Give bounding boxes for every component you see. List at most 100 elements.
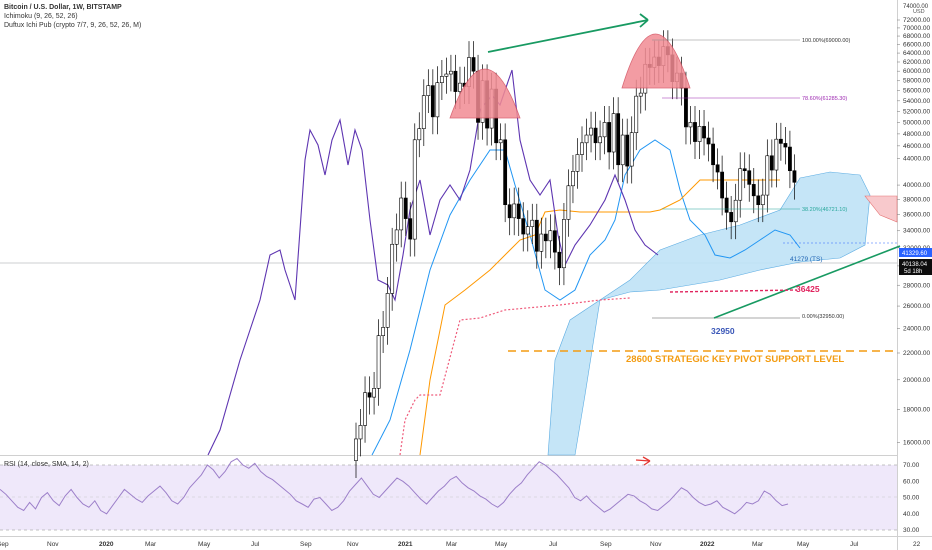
candle-body xyxy=(430,85,435,118)
time-label: Mar xyxy=(446,541,458,548)
candle-body xyxy=(684,87,688,128)
rsi-tick-label: 30.00 xyxy=(903,527,920,534)
candle-body xyxy=(575,154,580,172)
price-tick-label: 22000.00 xyxy=(903,350,930,357)
price-badge-3-text: 5d 18h xyxy=(904,269,922,275)
rsi-axis: 70.00 60.00 50.00 40.00 30.00 xyxy=(903,462,920,534)
candle-body xyxy=(706,137,711,145)
price-tick-label: 18000.00 xyxy=(903,406,930,413)
level-36425-line xyxy=(669,289,798,293)
candle-body xyxy=(611,113,616,153)
price-badge-2-text: 40138.04 xyxy=(902,262,928,268)
cup-right xyxy=(621,33,691,89)
candle-body xyxy=(625,134,630,167)
candle-body xyxy=(620,134,625,166)
time-label: 2021 xyxy=(398,541,413,548)
candle-body xyxy=(548,230,553,242)
price-tick-label: 56000.00 xyxy=(903,88,930,95)
price-tick-label: 70000.00 xyxy=(903,25,930,32)
candle-body xyxy=(598,136,602,144)
candle-body xyxy=(354,438,358,461)
candle-body xyxy=(589,127,593,136)
time-label: May xyxy=(797,541,810,548)
candle-body xyxy=(697,126,702,142)
candle-body xyxy=(765,155,770,196)
duftux-legend[interactable]: Duftux Ichi Pub (crypto 7/7, 9, 26, 52, … xyxy=(4,22,142,29)
candle-body xyxy=(747,170,752,185)
candle-body xyxy=(788,146,792,172)
price-tick-label: 44000.00 xyxy=(903,155,930,162)
rsi-series xyxy=(0,457,789,515)
candle-body xyxy=(543,233,548,242)
price-badge-2 xyxy=(899,259,932,275)
time-label: Jul xyxy=(549,541,558,548)
candle-body xyxy=(593,127,598,144)
time-label: Nov xyxy=(47,541,59,548)
candle-body xyxy=(742,168,747,172)
candle-body xyxy=(512,203,517,219)
price-tick-label: 48000.00 xyxy=(903,131,930,138)
price-tick-label: 38000.00 xyxy=(903,196,930,203)
candle-body xyxy=(688,122,693,128)
trend-arrow-top-head xyxy=(639,13,649,28)
top-price-label: 74000.00 xyxy=(903,4,929,10)
fib-382-label: 38.20%(46721.10) xyxy=(802,207,847,213)
candle-body xyxy=(562,219,566,269)
time-label: Sep xyxy=(600,541,612,548)
price-tick-label: 54000.00 xyxy=(903,98,930,105)
rsi-legend[interactable]: RSI (14, close, SMA, 14, 2) xyxy=(4,461,89,468)
candle-body xyxy=(711,143,715,166)
candle-body xyxy=(733,199,738,223)
ts-label: 41279 (TS) xyxy=(790,256,823,263)
fib-786-label: 78.60%(61285.30) xyxy=(802,96,847,102)
cup-left xyxy=(449,68,521,119)
candle-body xyxy=(729,212,734,223)
candle-body xyxy=(738,168,743,201)
rsi-tick-label: 70.00 xyxy=(903,462,920,469)
candle-body xyxy=(525,226,530,235)
ichimoku-legend[interactable]: Ichimoku (9, 26, 52, 26) xyxy=(4,13,78,20)
trend-arrow-top xyxy=(487,19,649,53)
time-label: Sep xyxy=(300,541,312,548)
price-tick-label: 20000.00 xyxy=(903,377,930,384)
candle-body xyxy=(453,70,458,92)
price-tick-label: 64000.00 xyxy=(903,50,930,57)
candle-body xyxy=(702,126,706,139)
time-label: May xyxy=(198,541,211,548)
candle-body xyxy=(381,327,386,336)
candle-body xyxy=(724,197,729,213)
time-label: Mar xyxy=(145,541,157,548)
fib-0-label: 0.00%(32950.00) xyxy=(802,314,844,320)
level-36425-label: 36425 xyxy=(796,284,820,294)
rsi-tick-label: 50.00 xyxy=(903,495,920,502)
candle-body xyxy=(417,128,422,141)
candle-body xyxy=(693,122,697,142)
candle-body xyxy=(638,92,643,97)
pivot-support-label: 28600 STRATEGIC KEY PIVOT SUPPORT LEVEL xyxy=(626,354,844,365)
candle-body xyxy=(715,164,720,173)
candle-body xyxy=(439,76,444,83)
ichimoku-cloud xyxy=(547,171,898,456)
candle-body xyxy=(580,142,584,155)
price-tick-label: 72000.00 xyxy=(903,17,930,24)
candle-body xyxy=(616,113,621,166)
candle-body xyxy=(756,195,761,206)
cloud-bullish xyxy=(547,171,871,456)
candle-body xyxy=(507,204,512,219)
candle-body xyxy=(629,132,634,167)
candle-body xyxy=(769,155,774,171)
price-tick-label: 40000.00 xyxy=(903,182,930,189)
rsi-tick-label: 60.00 xyxy=(903,478,920,485)
candlesticks xyxy=(354,30,797,478)
chart-legend: Bitcoin / U.S. Dollar, 1W, BITSTAMP Ichi… xyxy=(4,3,141,30)
candle-body xyxy=(363,392,367,426)
candle-body xyxy=(372,388,376,398)
symbol-title: Bitcoin / U.S. Dollar, 1W, BITSTAMP xyxy=(4,4,122,11)
candle-body xyxy=(566,185,571,220)
time-label: Sep xyxy=(0,541,9,548)
candle-body xyxy=(403,197,408,219)
time-label: 2020 xyxy=(99,541,114,548)
candle-body xyxy=(421,95,426,129)
